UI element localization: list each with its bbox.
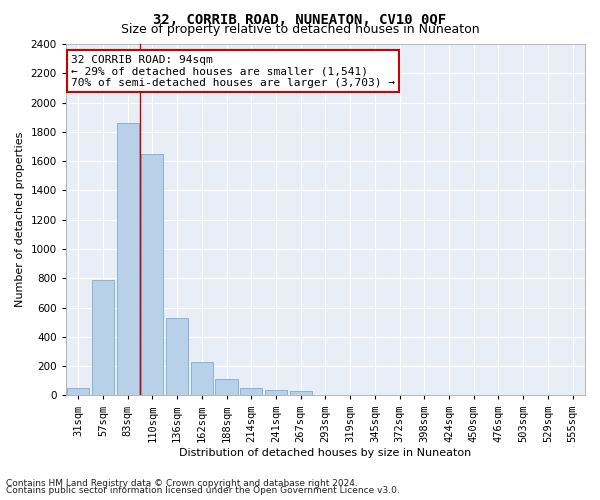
Text: Size of property relative to detached houses in Nuneaton: Size of property relative to detached ho… [121, 22, 479, 36]
Bar [141, 154, 163, 396]
Text: 32 CORRIB ROAD: 94sqm
← 29% of detached houses are smaller (1,541)
70% of semi-d: 32 CORRIB ROAD: 94sqm ← 29% of detached … [71, 54, 395, 88]
Bar [116, 123, 139, 396]
Bar [191, 362, 213, 396]
Bar [265, 390, 287, 396]
Bar [166, 318, 188, 396]
Bar [215, 380, 238, 396]
Text: Contains HM Land Registry data © Crown copyright and database right 2024.: Contains HM Land Registry data © Crown c… [6, 478, 358, 488]
Y-axis label: Number of detached properties: Number of detached properties [15, 132, 25, 308]
Bar [240, 388, 262, 396]
Bar [67, 388, 89, 396]
Bar [92, 280, 114, 396]
Text: 32, CORRIB ROAD, NUNEATON, CV10 0QF: 32, CORRIB ROAD, NUNEATON, CV10 0QF [154, 12, 446, 26]
Bar [290, 391, 312, 396]
Text: Contains public sector information licensed under the Open Government Licence v3: Contains public sector information licen… [6, 486, 400, 495]
X-axis label: Distribution of detached houses by size in Nuneaton: Distribution of detached houses by size … [179, 448, 472, 458]
